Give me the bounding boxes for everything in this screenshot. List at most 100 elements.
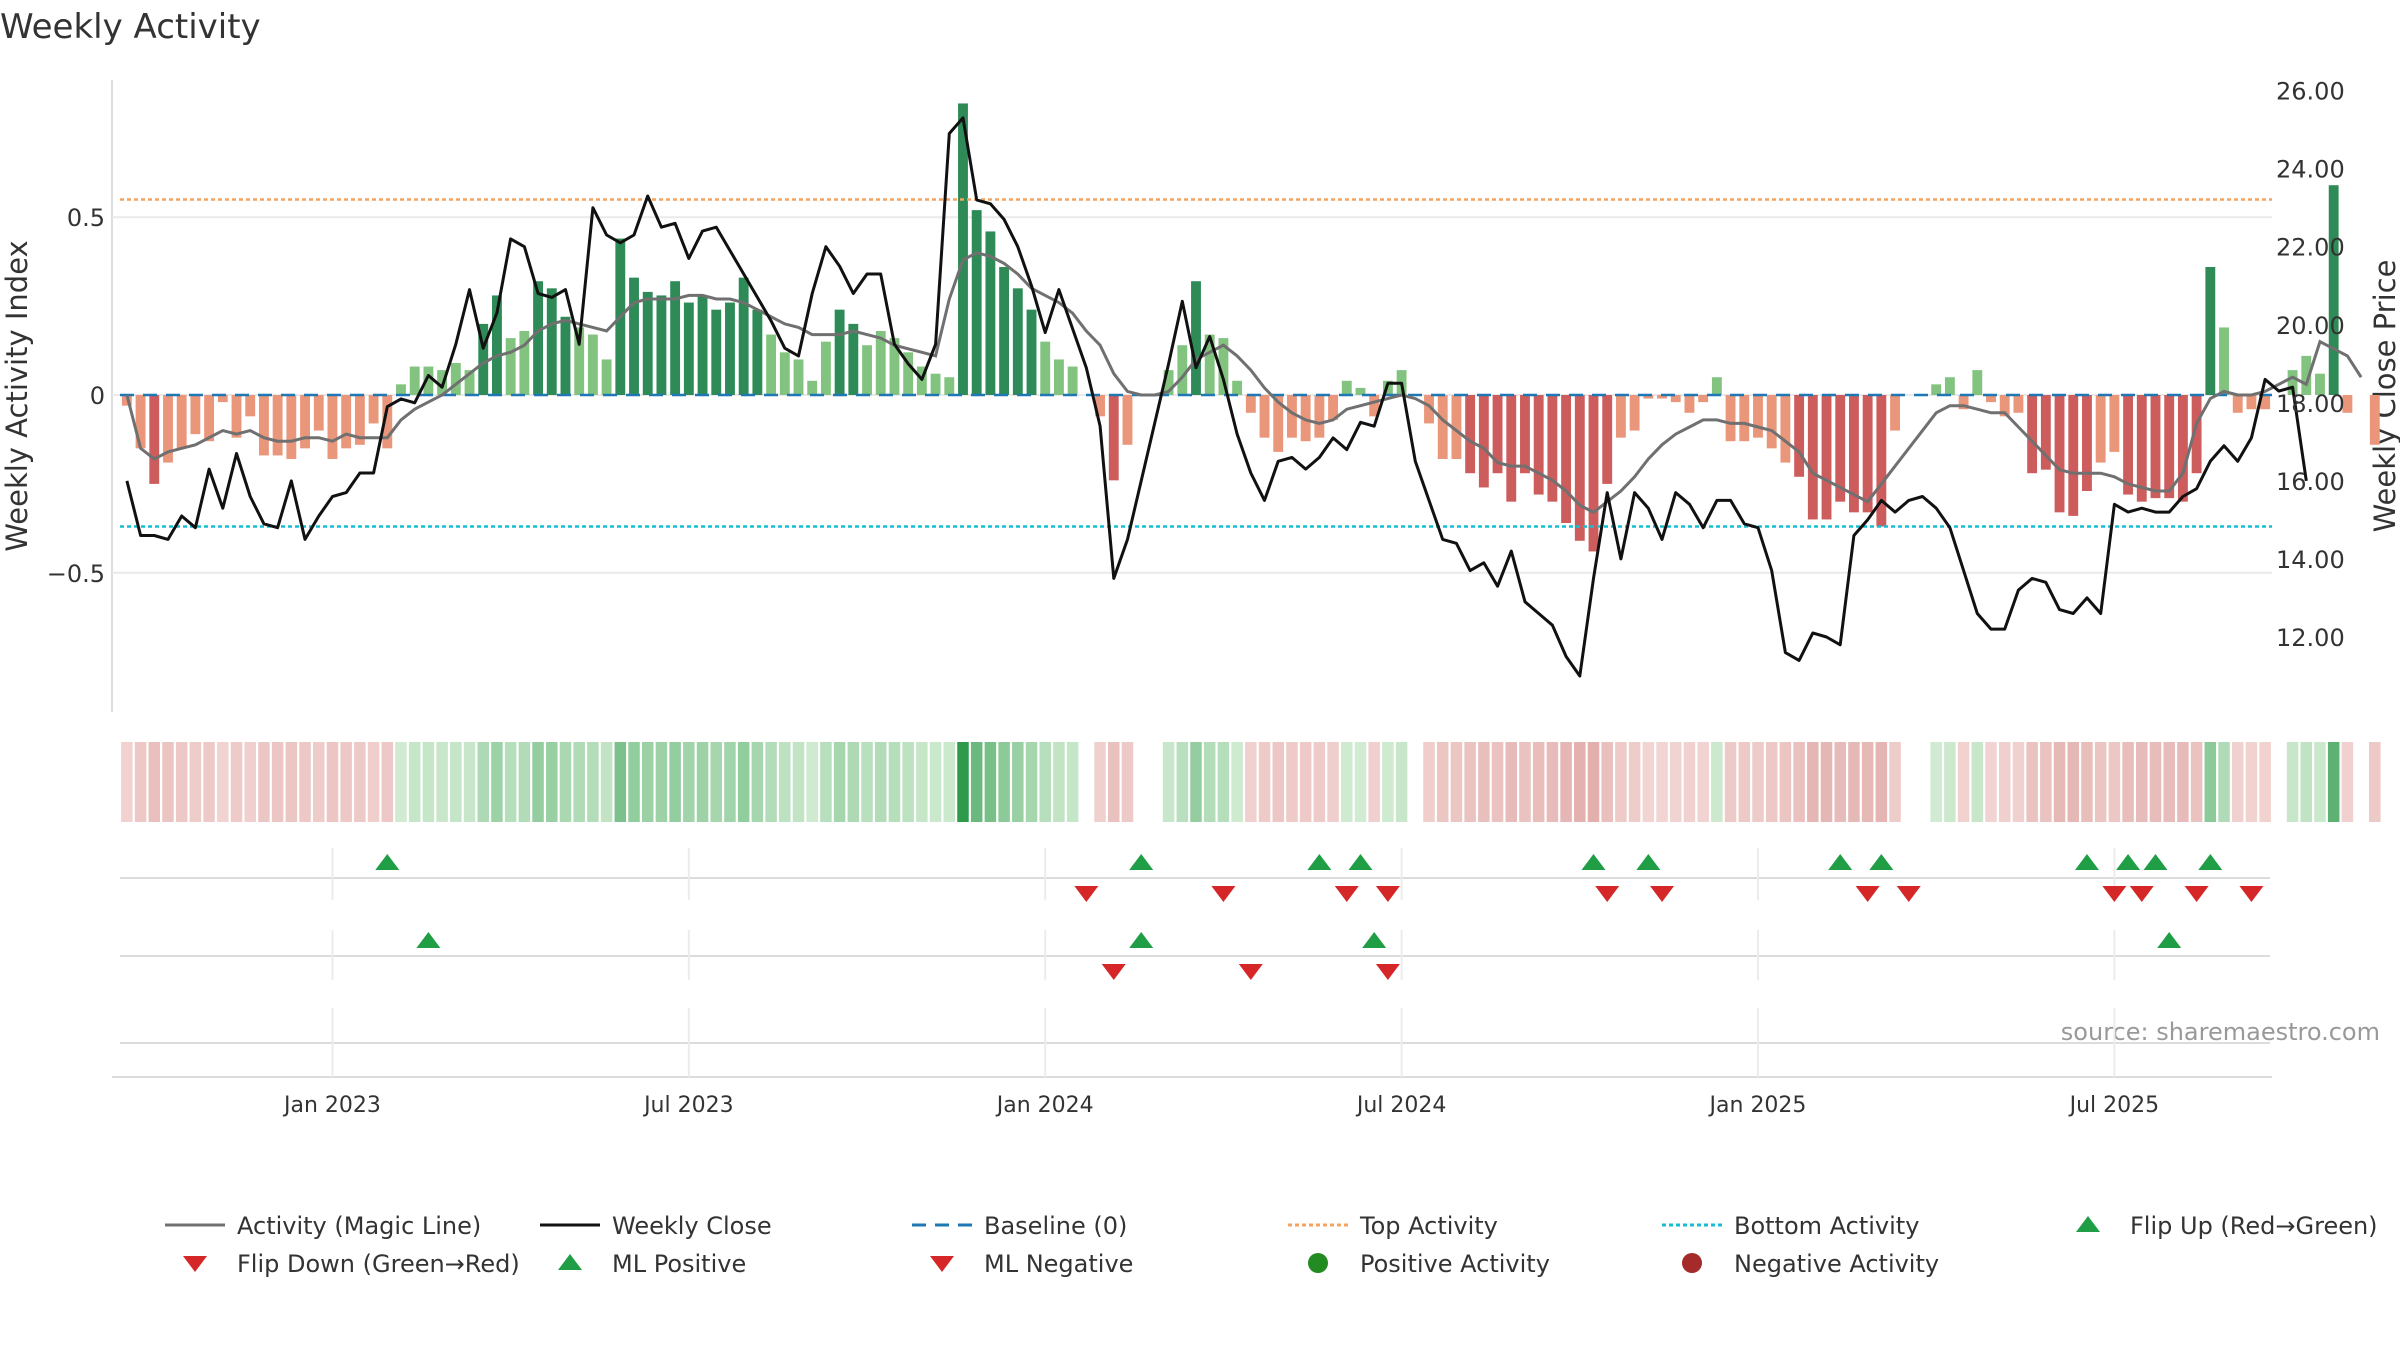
heat-cell xyxy=(2341,742,2354,822)
heat-cell xyxy=(1423,742,1435,822)
heat-cell xyxy=(2218,742,2230,822)
activity-bar xyxy=(1191,281,1201,395)
heat-cell xyxy=(463,742,476,822)
activity-bar xyxy=(1615,395,1626,438)
activity-bar xyxy=(505,338,516,395)
activity-bar xyxy=(204,395,215,442)
heat-cell xyxy=(1642,742,1655,822)
activity-bar xyxy=(492,295,502,395)
heat-cell xyxy=(1546,742,1559,822)
activity-bar xyxy=(944,377,955,395)
activity-bar xyxy=(1478,395,1489,488)
heat-cell xyxy=(1560,742,1572,822)
heat-cell xyxy=(2204,742,2217,822)
legend-item: Baseline (0) xyxy=(912,1212,1127,1240)
heat-cell xyxy=(1066,742,1079,822)
heat-cell xyxy=(422,742,435,822)
activity-bar xyxy=(1725,395,1736,442)
heat-cell xyxy=(998,742,1010,822)
x-tick-label: Jul 2024 xyxy=(1355,1093,1447,1118)
activity-bar xyxy=(1533,395,1544,495)
heat-cell xyxy=(2355,742,2367,822)
activity-bar xyxy=(1849,395,1859,513)
heat-cell xyxy=(792,742,805,822)
heat-cell xyxy=(1683,742,1696,822)
activity-bar xyxy=(1287,395,1297,438)
heat-cell xyxy=(1532,742,1545,822)
heat-cell xyxy=(1395,742,1408,822)
activity-bar xyxy=(1424,395,1434,424)
heat-cell xyxy=(1203,742,1216,822)
activity-bar xyxy=(683,302,694,395)
heat-cell xyxy=(737,742,750,822)
activity-bar xyxy=(1629,395,1640,431)
activity-bar xyxy=(2068,395,2079,516)
legend-label: Positive Activity xyxy=(1360,1250,1550,1278)
flip-up-marker xyxy=(1581,854,1606,870)
chart-title: Weekly Activity xyxy=(0,7,261,47)
activity-bar xyxy=(1835,395,1846,502)
y-right-tick-label: 24.00 xyxy=(2276,156,2345,184)
heat-cell xyxy=(354,742,366,822)
x-tick-label: Jan 2023 xyxy=(282,1093,381,1118)
y-right-tick-label: 26.00 xyxy=(2276,78,2345,106)
activity-bar xyxy=(1986,395,1996,403)
activity-bar xyxy=(327,395,338,459)
legend-label: Negative Activity xyxy=(1734,1250,1939,1278)
activity-bar xyxy=(1711,377,1722,395)
activity-bar xyxy=(656,295,667,395)
flip-up-marker xyxy=(2116,854,2141,870)
activity-bar xyxy=(2082,395,2092,491)
heat-cell xyxy=(244,742,256,822)
activity-bar xyxy=(2315,373,2325,395)
heat-cell xyxy=(189,742,202,822)
heat-cell xyxy=(847,742,860,822)
heat-cell xyxy=(1738,742,1751,822)
activity-bar xyxy=(971,210,982,395)
activity-bar xyxy=(807,380,818,395)
activity-bar xyxy=(2027,395,2038,474)
activity-bar xyxy=(2150,395,2161,499)
activity-bar xyxy=(958,103,968,395)
heat-cell xyxy=(162,742,174,822)
heat-cell xyxy=(902,742,914,822)
activity-bar xyxy=(245,395,256,417)
heat-cell xyxy=(1944,742,1956,822)
y-right-tick-label: 18.00 xyxy=(2276,390,2345,418)
activity-bar xyxy=(1821,395,1832,520)
activity-bar xyxy=(875,331,886,395)
heat-cell xyxy=(957,742,969,822)
legend-swatch xyxy=(2076,1216,2100,1232)
activity-bar xyxy=(382,395,393,449)
heat-cell xyxy=(1628,742,1641,822)
heat-cell xyxy=(134,742,147,822)
flip-down-marker xyxy=(2129,886,2154,902)
activity-bar xyxy=(1561,395,1572,523)
activity-bar xyxy=(1355,387,1366,395)
activity-bar xyxy=(231,395,242,438)
activity-bar xyxy=(574,327,585,395)
activity-bar xyxy=(300,395,310,449)
activity-bar xyxy=(163,395,173,463)
activity-bar xyxy=(697,295,708,395)
heat-cell xyxy=(1807,742,1819,822)
activity-bar xyxy=(999,267,1010,395)
heat-cell xyxy=(820,742,832,822)
heat-cell xyxy=(2149,742,2162,822)
heat-cell xyxy=(1108,742,1120,822)
heat-cell xyxy=(1341,742,1353,822)
activity-bar xyxy=(1040,341,1051,395)
activity-bar xyxy=(1369,395,1380,417)
activity-bar xyxy=(2013,395,2024,413)
legend-label: Bottom Activity xyxy=(1734,1212,1919,1240)
legend-label: ML Positive xyxy=(612,1250,746,1278)
heat-cell xyxy=(573,742,585,822)
heat-cell xyxy=(1176,742,1189,822)
legend-label: Flip Down (Green→Red) xyxy=(237,1250,520,1278)
heat-cell xyxy=(1957,742,1970,822)
activity-bar xyxy=(2260,395,2271,410)
activity-bar xyxy=(1520,395,1530,474)
heat-cell xyxy=(1779,742,1792,822)
heat-cell xyxy=(1848,742,1860,822)
x-tick-label: Jan 2024 xyxy=(995,1093,1094,1118)
